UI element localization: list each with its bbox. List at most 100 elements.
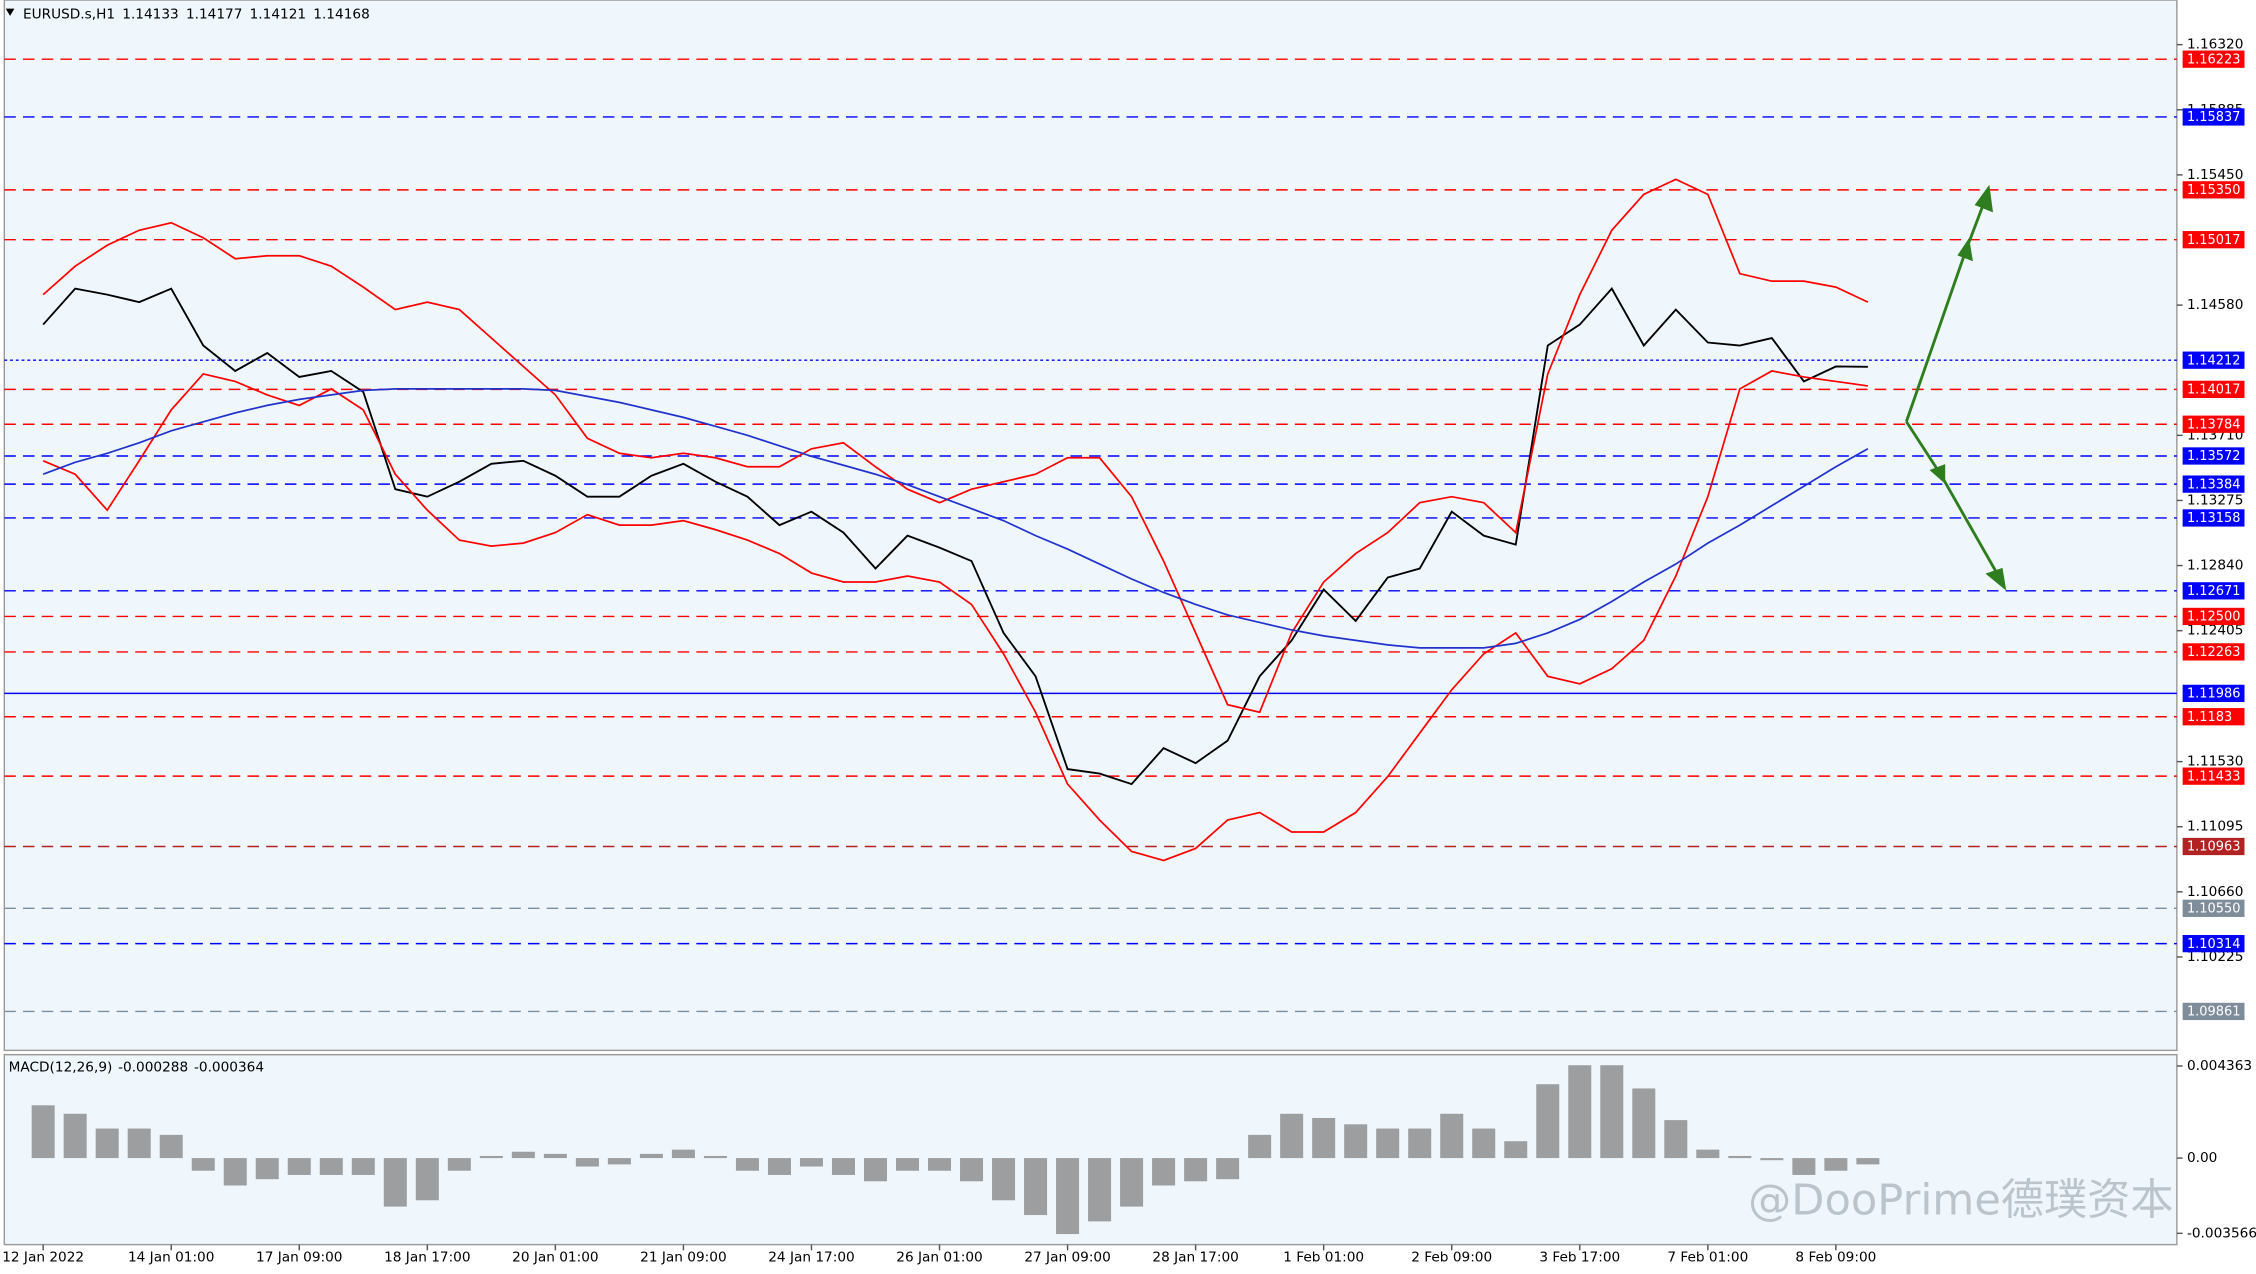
macd-header: MACD(12,26,9) -0.000288 -0.000364 (9, 1060, 264, 1076)
arrow-line (1939, 474, 2002, 580)
ohlc-value: 1.14177 (186, 6, 242, 22)
macd-bar (383, 1158, 407, 1207)
macd-bar (928, 1158, 952, 1171)
macd-bar (799, 1158, 823, 1167)
level-label: 1.10314 (2187, 937, 2241, 952)
ohlc-value: 1.14121 (250, 6, 306, 22)
x-tick-label: 28 Jan 17:00 (1152, 1250, 1238, 1266)
level-label: 1.13158 (2187, 511, 2241, 526)
macd-bar (1664, 1120, 1688, 1159)
indicator-line (42, 388, 1869, 649)
arrow-head (1929, 464, 1946, 484)
macd-bar (319, 1158, 343, 1175)
arrow-head (1957, 237, 1973, 262)
menu-icon[interactable] (5, 8, 15, 16)
x-tick-label: 3 Feb 17:00 (1539, 1250, 1620, 1266)
macd-bar (767, 1158, 791, 1175)
arrow-line (1905, 420, 1943, 476)
watermark: @DooPrime德璞资本 (1748, 1175, 2173, 1225)
indicator-line (42, 370, 1869, 862)
macd-bar (1312, 1117, 1336, 1159)
macd-readout: -0.000288 (118, 1060, 188, 1076)
indicator-line (42, 178, 1869, 714)
macd-bar (1696, 1149, 1720, 1159)
y-tick-label: 1.11530 (2187, 754, 2243, 770)
level-box (2182, 108, 2245, 126)
macd-bar (863, 1158, 888, 1182)
level-label: 1.13784 (2187, 417, 2241, 432)
macd-bar (159, 1134, 183, 1159)
arrow-line (1905, 251, 1967, 423)
level-box (2182, 1002, 2245, 1021)
level-label: 1.16223 (2187, 52, 2241, 67)
price-panel (3, 0, 2178, 1052)
level-box (2182, 582, 2245, 600)
level-label: 1.13572 (2187, 449, 2241, 464)
macd-bar (255, 1158, 279, 1180)
macd-bar (127, 1128, 151, 1159)
arrow-head (1985, 567, 2007, 591)
ohlc-value: 1.14133 (122, 6, 178, 22)
macd-bar (1472, 1128, 1496, 1159)
level-box (2182, 475, 2245, 493)
macd-tick-label: -0.003566 (2187, 1225, 2256, 1241)
macd-bar (1344, 1124, 1368, 1159)
level-box (2182, 181, 2245, 199)
level-label: 1.15350 (2187, 183, 2241, 198)
level-label: 1.11986 (2187, 687, 2241, 702)
y-tick-label: 1.14580 (2187, 297, 2243, 313)
x-tick-label: 1 Feb 01:00 (1283, 1250, 1364, 1266)
macd-bar (287, 1158, 311, 1175)
level-box (2182, 708, 2245, 726)
x-tick-label: 20 Jan 01:00 (512, 1250, 598, 1266)
level-label: 1.14212 (2187, 353, 2241, 368)
level-box (2182, 380, 2245, 399)
macd-bar (1376, 1128, 1400, 1159)
x-tick-label: 2 Feb 09:00 (1411, 1250, 1492, 1266)
macd-bar (639, 1153, 663, 1159)
macd-bar (1856, 1158, 1880, 1165)
macd-bar (1824, 1158, 1848, 1171)
macd-bar (671, 1149, 695, 1159)
level-label: 1.10963 (2187, 840, 2241, 855)
level-box (2182, 50, 2245, 68)
level-box (2182, 684, 2245, 703)
arrow-head (1974, 184, 1994, 213)
x-tick-label: 8 Feb 09:00 (1795, 1250, 1876, 1266)
macd-bar (351, 1158, 375, 1175)
macd-bar (1632, 1088, 1656, 1159)
macd-tick-label: 0.004363 (2187, 1058, 2252, 1074)
level-box (2182, 231, 2245, 249)
macd-bar (1152, 1158, 1176, 1186)
x-tick-label: 27 Jan 09:00 (1024, 1250, 1110, 1266)
level-label: 1.12671 (2187, 584, 2241, 599)
macd-bar (63, 1113, 87, 1159)
macd-tick-label: 0.00 (2187, 1150, 2217, 1166)
macd-label: MACD(12,26,9) (9, 1060, 113, 1076)
macd-bar (1280, 1113, 1304, 1159)
y-tick-label: 1.12840 (2187, 558, 2243, 574)
x-tick-label: 7 Feb 01:00 (1667, 1250, 1748, 1266)
macd-bar (1408, 1128, 1432, 1159)
macd-bar (992, 1158, 1016, 1201)
level-box (2182, 837, 2245, 856)
macd-bar (1216, 1158, 1240, 1180)
y-tick-label: 1.16320 (2187, 37, 2243, 53)
level-box (2182, 607, 2245, 626)
level-label: 1.1183 (2187, 710, 2232, 725)
macd-bar (191, 1158, 215, 1171)
symbol: EURUSD.s,H1 (23, 6, 115, 22)
forecast-arrows (1905, 184, 2007, 591)
level-label: 1.12263 (2187, 645, 2241, 660)
macd-bar (1184, 1158, 1208, 1182)
level-label: 1.09861 (2187, 1005, 2241, 1020)
macd-bar (415, 1158, 439, 1201)
level-label: 1.12500 (2187, 610, 2241, 625)
level-label: 1.13384 (2187, 477, 2241, 492)
macd-bar (1088, 1158, 1112, 1222)
level-box (2182, 509, 2245, 527)
macd-bar (1728, 1155, 1752, 1159)
x-tick-label: 26 Jan 01:00 (896, 1250, 982, 1266)
macd-bar (31, 1105, 55, 1159)
